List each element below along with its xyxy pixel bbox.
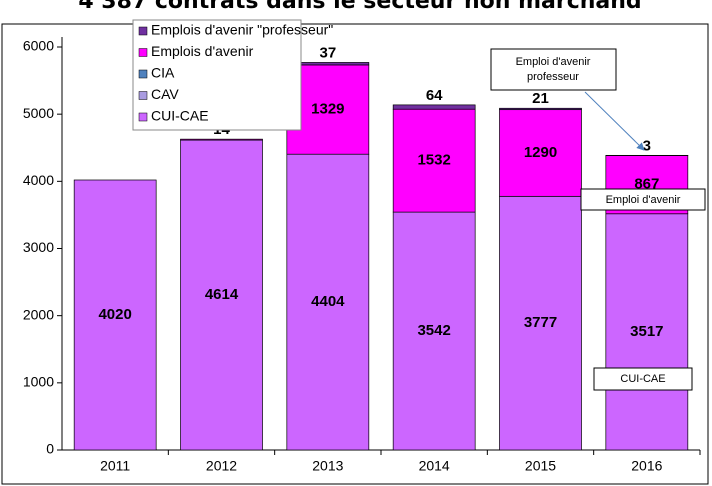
data-label: 4020 — [98, 306, 131, 323]
data-label: 3517 — [630, 323, 663, 340]
data-label: 3542 — [417, 322, 450, 339]
legend-label: Emplois d'avenir — [151, 43, 254, 59]
x-tick-label: 2014 — [419, 458, 450, 474]
bar-segment — [286, 153, 370, 451]
data-label: 4404 — [311, 293, 345, 310]
legend-swatch — [138, 48, 148, 57]
annotation-arrow — [584, 91, 645, 151]
data-label: 4614 — [205, 286, 239, 303]
annotation-box — [490, 48, 617, 91]
bar-segment — [605, 213, 689, 451]
bar-segment — [392, 104, 476, 110]
annotation-line: professeur — [527, 71, 579, 83]
data-label: 3777 — [524, 314, 557, 331]
y-tick-label: 5000 — [23, 105, 54, 121]
x-tick-label: 2013 — [312, 458, 343, 474]
annotation: CUI-CAE — [620, 373, 665, 385]
legend-label: CAV — [151, 86, 179, 102]
y-tick-label: 2000 — [23, 306, 54, 322]
legend-label: Emplois d'avenir "professeur" — [151, 22, 333, 38]
legend-swatch — [138, 69, 148, 79]
data-label: 37 — [319, 44, 336, 61]
y-tick-label: 4000 — [23, 172, 54, 188]
y-tick-label: 0 — [46, 441, 54, 457]
bar-segment — [73, 179, 157, 451]
annotation: Emploi d'avenir — [606, 194, 681, 206]
annotation-box — [580, 188, 706, 211]
data-label: 1290 — [524, 144, 557, 161]
legend-label: CIA — [151, 65, 175, 81]
bar-segment — [392, 108, 476, 213]
bar-segment — [499, 195, 582, 451]
bar-segment — [499, 109, 582, 197]
legend-swatch — [138, 26, 148, 36]
annotation: Emploi d'avenir professeur — [516, 56, 591, 83]
data-label: 1532 — [417, 152, 450, 169]
legend-swatch — [138, 91, 148, 100]
bar-segment — [499, 107, 582, 111]
data-label: 1329 — [311, 101, 344, 118]
bar-segment — [180, 138, 263, 141]
x-tick-label: 2016 — [631, 458, 662, 474]
y-tick-label: 1000 — [23, 374, 54, 390]
legend — [132, 19, 302, 131]
legend-label: CUI-CAE — [151, 108, 209, 124]
bar-segment — [180, 139, 263, 451]
chart-frame — [1, 23, 709, 485]
y-tick-label: 3000 — [23, 239, 54, 255]
data-label: 64 — [426, 87, 443, 104]
x-tick-label: 2011 — [100, 458, 130, 474]
data-label: 3 — [643, 137, 651, 154]
data-label: 21 — [532, 90, 549, 107]
legend-swatch — [138, 112, 148, 122]
annotation-box — [593, 367, 693, 391]
data-label: 867 — [634, 176, 659, 193]
x-tick-label: 2015 — [525, 458, 556, 474]
x-tick-label: 2012 — [206, 458, 237, 474]
chart-title: 4 387 contrats dans le secteur non march… — [78, 0, 641, 14]
annotation-line: Emploi d'avenir — [516, 56, 591, 68]
y-tick-label: 6000 — [23, 38, 54, 54]
